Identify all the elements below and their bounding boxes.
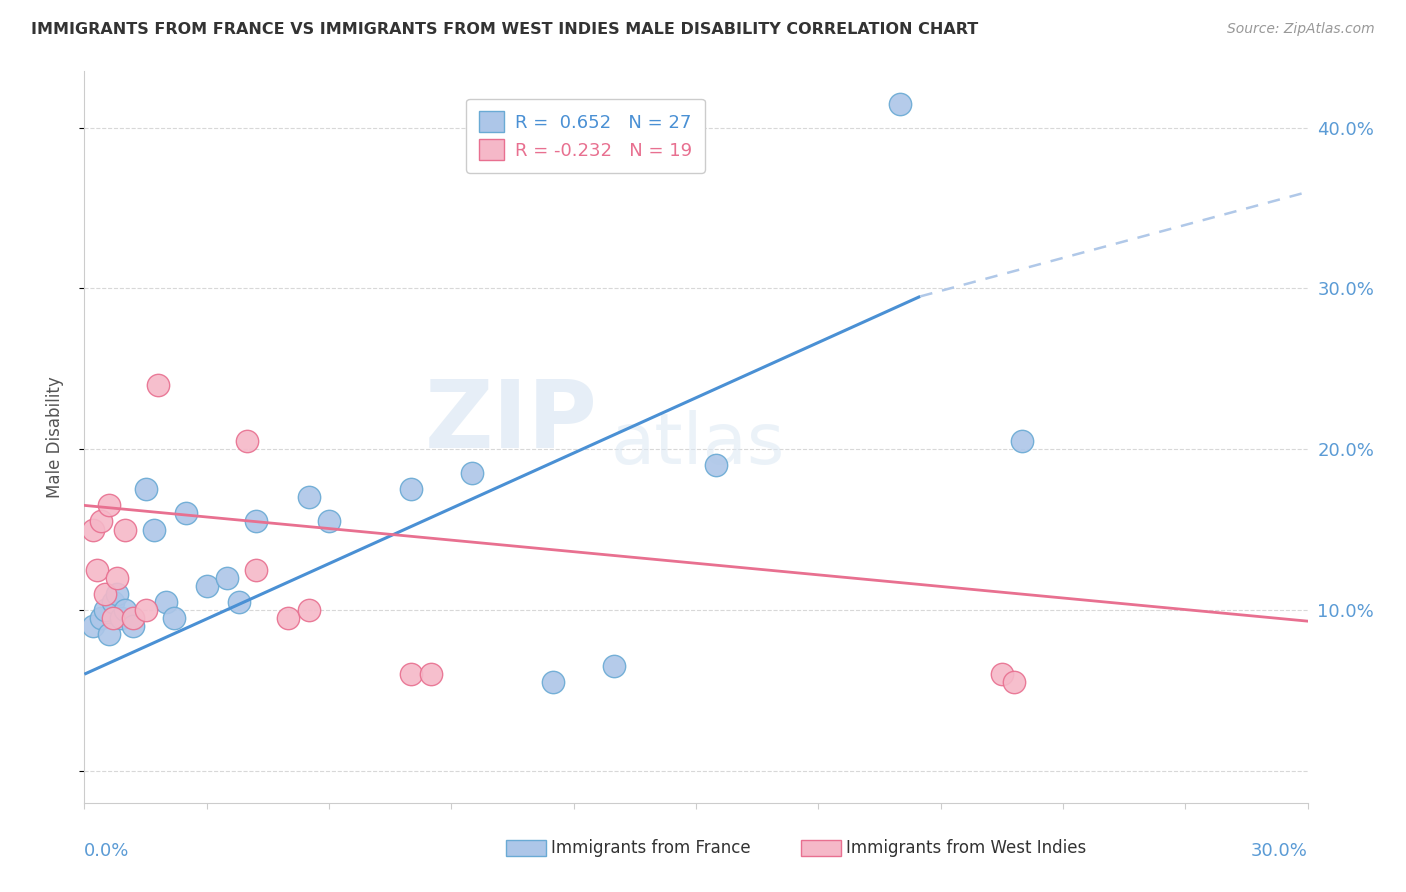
Point [122,611,145,625]
Point [97,499,120,513]
Point [82,619,104,633]
Text: ZIP: ZIP [425,376,598,468]
Point [399,483,422,497]
Point [142,523,165,537]
Point [174,507,197,521]
Point [991,667,1014,681]
Point [889,96,911,111]
FancyBboxPatch shape [801,840,841,856]
Point [114,523,136,537]
Point [101,611,124,625]
FancyBboxPatch shape [506,840,546,856]
Point [146,377,169,392]
Point [603,659,626,673]
Point [195,579,218,593]
Point [163,611,186,625]
Point [245,515,267,529]
Point [543,675,565,690]
Text: IMMIGRANTS FROM FRANCE VS IMMIGRANTS FROM WEST INDIES MALE DISABILITY CORRELATIO: IMMIGRANTS FROM FRANCE VS IMMIGRANTS FRO… [31,22,979,37]
Point [217,571,239,585]
Point [228,595,250,609]
Point [135,603,157,617]
Point [90,515,112,529]
Point [97,627,120,641]
Text: Source: ZipAtlas.com: Source: ZipAtlas.com [1227,22,1375,37]
Point [706,458,728,473]
Point [105,571,128,585]
Text: atlas: atlas [610,410,785,479]
Point [318,515,340,529]
Point [93,603,115,617]
Point [86,563,108,577]
Point [90,611,112,625]
Point [298,491,321,505]
Point [1011,434,1033,449]
Point [114,603,136,617]
Text: Immigrants from West Indies: Immigrants from West Indies [846,839,1087,857]
Text: 30.0%: 30.0% [1251,842,1308,860]
Point [298,603,321,617]
Point [399,667,422,681]
Point [277,611,299,625]
Point [155,595,177,609]
Point [135,483,157,497]
Point [110,611,132,625]
Text: 0.0%: 0.0% [84,842,129,860]
Point [82,523,104,537]
Text: Immigrants from France: Immigrants from France [551,839,751,857]
Point [245,563,267,577]
Legend: R =  0.652   N = 27, R = -0.232   N = 19: R = 0.652 N = 27, R = -0.232 N = 19 [467,99,704,173]
Y-axis label: Male Disability: Male Disability [45,376,63,498]
Point [105,587,128,601]
Point [420,667,443,681]
Point [461,467,484,481]
Point [93,587,115,601]
Point [1002,675,1025,690]
Point [122,619,145,633]
Point [236,434,259,449]
Point [101,595,124,609]
